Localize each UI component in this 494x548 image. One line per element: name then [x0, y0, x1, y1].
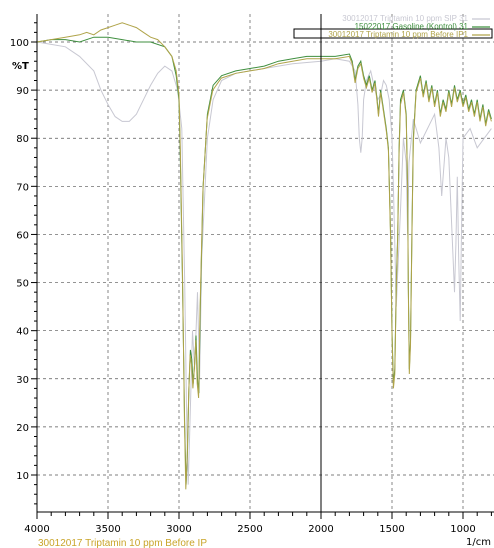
- y-tick-label-30: 30: [16, 375, 29, 386]
- y-tick-label-100: 100: [10, 38, 29, 49]
- series-line-2: [36, 22, 492, 490]
- y-tick-label-50: 50: [16, 279, 29, 290]
- legend: 30012017 Triptamin 10 ppm SIP 3115022017…: [293, 14, 493, 39]
- x-tick-label-1000: 1000: [450, 524, 475, 535]
- y-axis-label: %T: [12, 61, 29, 72]
- x-axis-label: 1/cm: [466, 537, 491, 548]
- series-line-0: [36, 41, 492, 485]
- x-tick-label-3500: 3500: [95, 524, 120, 535]
- x-tick-label-4000: 4000: [24, 524, 49, 535]
- legend-entry-0: 30012017 Triptamin 10 ppm SIP 31: [342, 14, 468, 23]
- y-tick-label-40: 40: [16, 327, 29, 338]
- x-tick-label-1500: 1500: [379, 524, 404, 535]
- x-tick-label-2000: 2000: [308, 524, 333, 535]
- series-layer: [36, 22, 492, 490]
- y-tick-label-90: 90: [16, 86, 29, 97]
- y-tick-label-10: 10: [16, 471, 29, 482]
- y-tick-label-70: 70: [16, 182, 29, 193]
- tick-layer: 4000 3500 3000 2500 2000 1500 1000 10 20 30 40 50 60…: [10, 22, 492, 535]
- legend-entry-2: 30012017 Triptamin 10 ppm Before IP1: [328, 30, 468, 39]
- x-tick-label-3000: 3000: [166, 524, 191, 535]
- y-tick-label-60: 60: [16, 230, 29, 241]
- legend-entry-1: 15022017 Gasoline (Kontrol) 31: [355, 22, 469, 31]
- footer-label: 30012017 Triptamin 10 ppm Before IP: [38, 538, 207, 548]
- legend-active-box: [293, 28, 493, 39]
- y-tick-label-20: 20: [16, 423, 29, 434]
- y-tick-label-80: 80: [16, 134, 29, 145]
- plot-background: [37, 14, 494, 512]
- x-tick-label-2500: 2500: [237, 524, 262, 535]
